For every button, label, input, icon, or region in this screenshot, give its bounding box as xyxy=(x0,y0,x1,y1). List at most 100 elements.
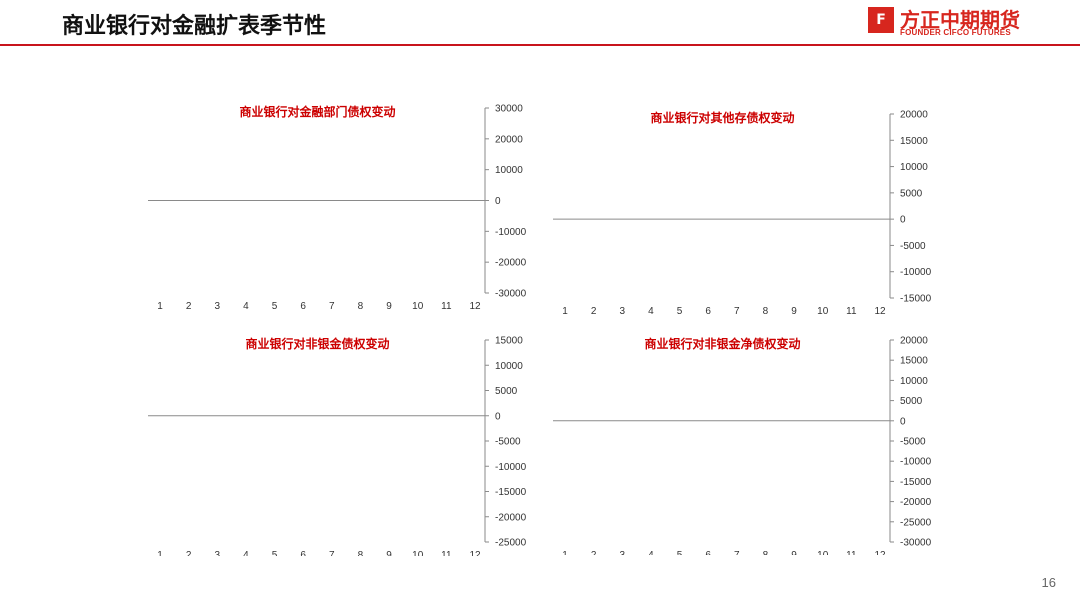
y-tick-label: -20000 xyxy=(495,258,527,269)
x-tick-label: 3 xyxy=(214,301,220,312)
y-tick-label: -25000 xyxy=(495,538,527,549)
x-tick-label: 2 xyxy=(186,550,192,556)
x-tick-label: 9 xyxy=(386,301,392,312)
x-tick-label: 2 xyxy=(186,301,192,312)
brand-name: 方正中期期货 xyxy=(900,8,1020,32)
y-tick-label: 15000 xyxy=(900,136,928,147)
x-tick-label: 12 xyxy=(874,306,886,317)
x-tick-label: 8 xyxy=(358,301,364,312)
x-tick-label: 11 xyxy=(846,550,857,555)
y-tick-label: 10000 xyxy=(900,162,928,173)
x-tick-label: 10 xyxy=(412,301,424,312)
x-tick-label: 12 xyxy=(874,550,886,555)
x-tick-label: 7 xyxy=(734,550,740,555)
x-tick-label: 4 xyxy=(648,306,654,317)
x-tick-label: 2 xyxy=(591,550,597,555)
y-tick-label: 0 xyxy=(495,196,501,207)
x-tick-label: 7 xyxy=(734,306,740,317)
chart-svg: 商业银行对非银金净债权变动 -30000 -25000 -20000 -15000 -10… xyxy=(553,336,932,555)
x-tick-label: 1 xyxy=(157,301,163,312)
y-tick-label: 10000 xyxy=(900,376,928,387)
x-tick-label: 2 xyxy=(591,306,597,317)
y-tick-label: -10000 xyxy=(900,267,932,278)
x-tick-label: 11 xyxy=(846,306,857,317)
page-title: 商业银行对金融扩表季节性 xyxy=(62,14,327,39)
y-tick-label: 20000 xyxy=(900,110,928,121)
x-tick-label: 3 xyxy=(214,550,220,556)
chart-title: 商业银行对非银金净债权变动 xyxy=(644,336,800,351)
x-tick-label: 9 xyxy=(386,550,392,556)
x-tick-label: 4 xyxy=(648,550,654,555)
brand-mark-icon: F xyxy=(868,7,894,33)
y-tick-label: 20000 xyxy=(900,336,928,347)
x-tick-label: 4 xyxy=(243,550,249,556)
x-tick-label: 5 xyxy=(677,306,683,317)
x-tick-label: 8 xyxy=(763,306,769,317)
x-tick-label: 11 xyxy=(441,550,452,556)
brand-logo: F 方正中期期货 FOUNDER CIFCO FUTURES xyxy=(868,4,1020,40)
x-tick-label: 4 xyxy=(243,301,249,312)
chart-title: 商业银行对金融部门债权变动 xyxy=(239,104,395,119)
x-tick-label: 9 xyxy=(791,306,797,317)
x-tick-label: 7 xyxy=(329,550,335,556)
y-tick-label: -15000 xyxy=(495,487,527,498)
y-tick-label: -20000 xyxy=(495,512,527,523)
y-tick-label: 10000 xyxy=(495,165,523,176)
x-tick-label: 11 xyxy=(441,301,452,312)
brand-english-name: FOUNDER CIFCO FUTURES xyxy=(900,28,1011,37)
header-divider xyxy=(0,44,1080,46)
chart-svg: 商业银行对金融部门债权变动 -30000 -20000 -10000 0 10000 200… xyxy=(148,104,527,312)
y-tick-label: 10000 xyxy=(495,361,523,372)
page-number: 16 xyxy=(1041,575,1056,590)
x-tick-label: 6 xyxy=(300,550,306,556)
y-tick-label: -25000 xyxy=(900,517,932,528)
y-tick-label: 15000 xyxy=(495,336,523,347)
y-tick-label: 5000 xyxy=(495,386,518,397)
x-tick-label: 1 xyxy=(562,550,568,555)
x-tick-label: 5 xyxy=(677,550,683,555)
y-tick-label: 5000 xyxy=(900,188,923,199)
x-tick-label: 1 xyxy=(562,306,568,317)
chart-title: 商业银行对其他存债权变动 xyxy=(650,110,794,125)
chart-nonbank-net-claims: 商业银行对非银金净债权变动 -30000 -25000 -20000 -15000 -10… xyxy=(550,330,950,555)
x-tick-label: 1 xyxy=(157,550,163,556)
y-tick-label: -10000 xyxy=(900,457,932,468)
y-tick-label: -15000 xyxy=(900,477,932,488)
y-tick-label: 0 xyxy=(900,215,906,226)
x-tick-label: 10 xyxy=(817,550,829,555)
y-tick-label: -5000 xyxy=(495,437,521,448)
y-tick-label: -20000 xyxy=(900,497,932,508)
x-tick-label: 3 xyxy=(619,306,625,317)
x-tick-label: 9 xyxy=(791,550,797,555)
y-tick-label: 30000 xyxy=(495,104,523,115)
y-tick-label: -5000 xyxy=(900,437,926,448)
y-tick-label: 0 xyxy=(495,411,501,422)
x-tick-label: 7 xyxy=(329,301,335,312)
chart-svg: 商业银行对非银金债权变动 -25000 -20000 -15000 -10000 -500… xyxy=(148,336,527,556)
y-tick-label: -10000 xyxy=(495,462,527,473)
y-tick-label: 0 xyxy=(900,416,906,427)
x-tick-label: 8 xyxy=(358,550,364,556)
chart-financial-sector-claims: 商业银行对金融部门债权变动 -30000 -20000 -10000 0 10000 200… xyxy=(140,100,540,325)
x-tick-label: 5 xyxy=(272,301,278,312)
y-tick-label: -15000 xyxy=(900,294,932,305)
chart-other-deposit-claims: 商业银行对其他存债权变动 -15000 -10000 -5000 0 5000 10000 1… xyxy=(550,104,950,319)
chart-svg: 商业银行对其他存债权变动 -15000 -10000 -5000 0 5000 10000 1… xyxy=(553,110,932,317)
chart-nonbank-claims: 商业银行对非银金债权变动 -25000 -20000 -15000 -10000 -500… xyxy=(140,328,540,556)
x-tick-label: 5 xyxy=(272,550,278,556)
x-tick-label: 10 xyxy=(817,306,829,317)
x-tick-label: 12 xyxy=(469,301,481,312)
y-tick-label: 5000 xyxy=(900,396,923,407)
y-tick-label: -30000 xyxy=(900,538,932,549)
y-tick-label: -5000 xyxy=(900,241,926,252)
y-tick-label: 15000 xyxy=(900,356,928,367)
x-tick-label: 6 xyxy=(705,306,711,317)
x-tick-label: 8 xyxy=(763,550,769,555)
y-tick-label: -30000 xyxy=(495,289,527,300)
y-tick-label: -10000 xyxy=(495,227,527,238)
x-tick-label: 6 xyxy=(300,301,306,312)
x-tick-label: 12 xyxy=(469,550,481,556)
x-tick-label: 10 xyxy=(412,550,424,556)
y-tick-label: 20000 xyxy=(495,134,523,145)
x-tick-label: 3 xyxy=(619,550,625,555)
